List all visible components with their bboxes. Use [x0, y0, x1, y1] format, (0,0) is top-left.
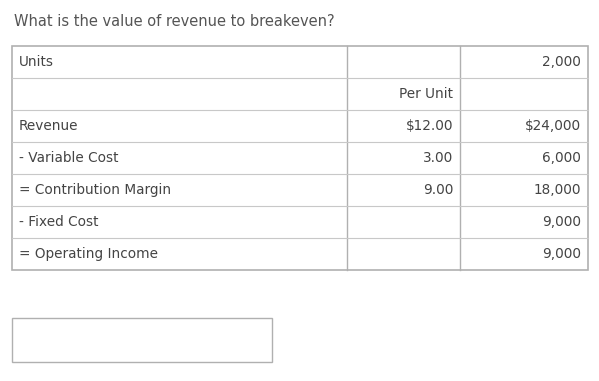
Text: $24,000: $24,000 — [525, 119, 581, 133]
Text: = Operating Income: = Operating Income — [19, 247, 158, 261]
Text: Revenue: Revenue — [19, 119, 78, 133]
Text: 6,000: 6,000 — [542, 151, 581, 165]
Text: Units: Units — [19, 55, 54, 69]
Text: = Contribution Margin: = Contribution Margin — [19, 183, 171, 197]
Text: - Variable Cost: - Variable Cost — [19, 151, 119, 165]
Text: 9,000: 9,000 — [542, 247, 581, 261]
Bar — [12, 318, 272, 362]
Bar — [12, 46, 588, 270]
Text: What is the value of revenue to breakeven?: What is the value of revenue to breakeve… — [14, 14, 335, 29]
Text: 9.00: 9.00 — [423, 183, 453, 197]
Text: - Fixed Cost: - Fixed Cost — [19, 215, 98, 229]
Text: 18,000: 18,000 — [534, 183, 581, 197]
Text: Per Unit: Per Unit — [399, 87, 453, 101]
Text: 2,000: 2,000 — [542, 55, 581, 69]
Text: 9,000: 9,000 — [542, 215, 581, 229]
Text: 3.00: 3.00 — [423, 151, 453, 165]
Text: $12.00: $12.00 — [406, 119, 453, 133]
